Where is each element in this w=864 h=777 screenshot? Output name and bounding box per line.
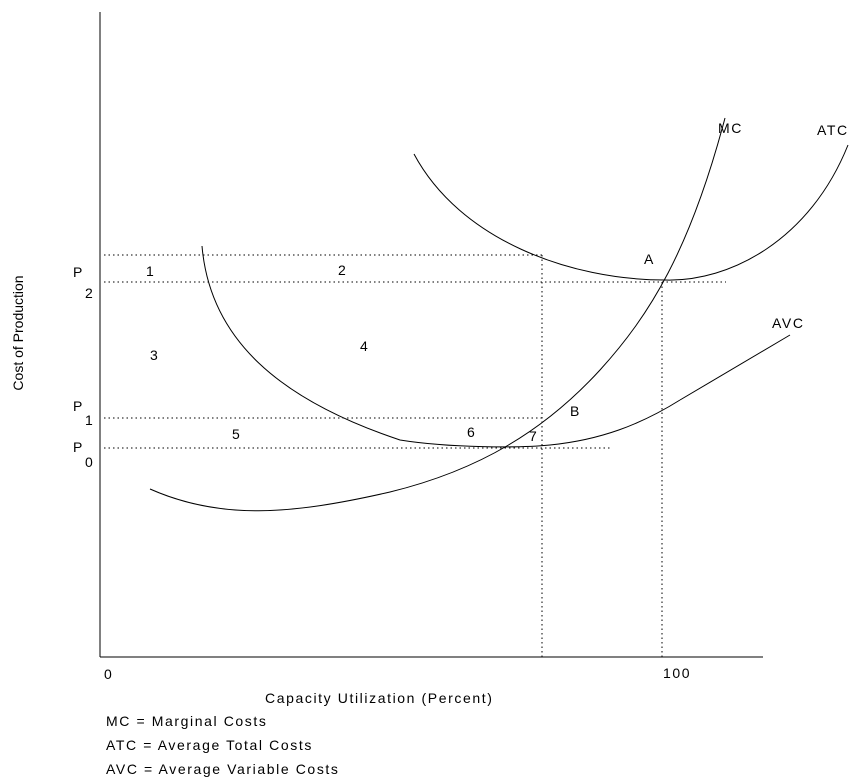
y-axis-label: Cost of Production: [10, 275, 26, 390]
point-label-a: A: [644, 251, 654, 267]
mc-curve-label: MC: [718, 120, 743, 136]
region-label-7: 7: [529, 428, 537, 444]
atc-curve-label: ATC: [817, 122, 849, 138]
mc-curve: [149, 117, 726, 512]
atc-upper-curve: [413, 144, 849, 281]
avc-curve: [679, 334, 791, 401]
region-label-6: 6: [467, 424, 475, 440]
p2-subscript: 2: [85, 285, 93, 301]
point-label-b: B: [570, 403, 579, 419]
legend-atc: ATC = Average Total Costs: [106, 737, 313, 753]
region-label-2: 2: [338, 262, 346, 278]
x-tick-0: 0: [104, 666, 112, 682]
region-label-5: 5: [232, 426, 240, 442]
x-tick-100: 100: [663, 665, 691, 681]
p0-subscript: 0: [85, 454, 93, 470]
legend-mc: MC = Marginal Costs: [106, 713, 268, 729]
region-label-4: 4: [360, 338, 368, 354]
region-label-1: 1: [146, 263, 154, 279]
avc-curve-label: AVC: [772, 315, 805, 331]
x-axis-label: Capacity Utilization (Percent): [265, 690, 494, 706]
p0-letter: P: [73, 439, 82, 455]
legend-avc: AVC = Average Variable Costs: [106, 761, 340, 777]
atc-lower-curve: [201, 245, 681, 448]
p1-subscript: 1: [85, 412, 93, 428]
p1-letter: P: [73, 398, 82, 414]
p2-letter: P: [73, 264, 82, 280]
region-label-3: 3: [150, 347, 158, 363]
